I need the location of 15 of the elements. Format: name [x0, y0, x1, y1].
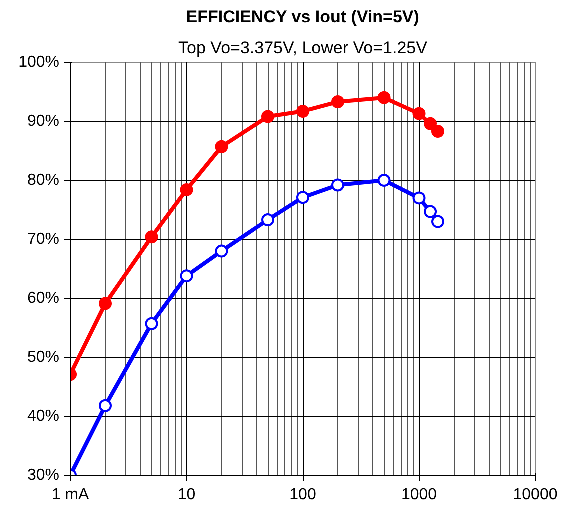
- y-tick-label: 80%: [27, 172, 60, 189]
- y-tick-label: 70%: [27, 231, 60, 248]
- y-tick-label: 40%: [27, 408, 60, 425]
- x-tick-label: 100: [290, 486, 316, 504]
- chart-title: EFFICIENCY vs Iout (Vin=5V): [186, 8, 420, 26]
- y-tick-label: 60%: [27, 290, 60, 307]
- y-tick-label: 90%: [27, 113, 60, 130]
- y-tick-label: 50%: [27, 349, 60, 366]
- x-tick-label: 1 mA: [52, 486, 90, 504]
- chart-subtitle: Top Vo=3.375V, Lower Vo=1.25V: [178, 38, 428, 58]
- x-tick-label: 10000: [513, 486, 558, 504]
- x-tick-label: 1000: [401, 486, 438, 504]
- x-tick-label: 10: [178, 486, 196, 504]
- y-tick-label: 100%: [18, 54, 60, 71]
- y-tick-label: 30%: [27, 467, 60, 484]
